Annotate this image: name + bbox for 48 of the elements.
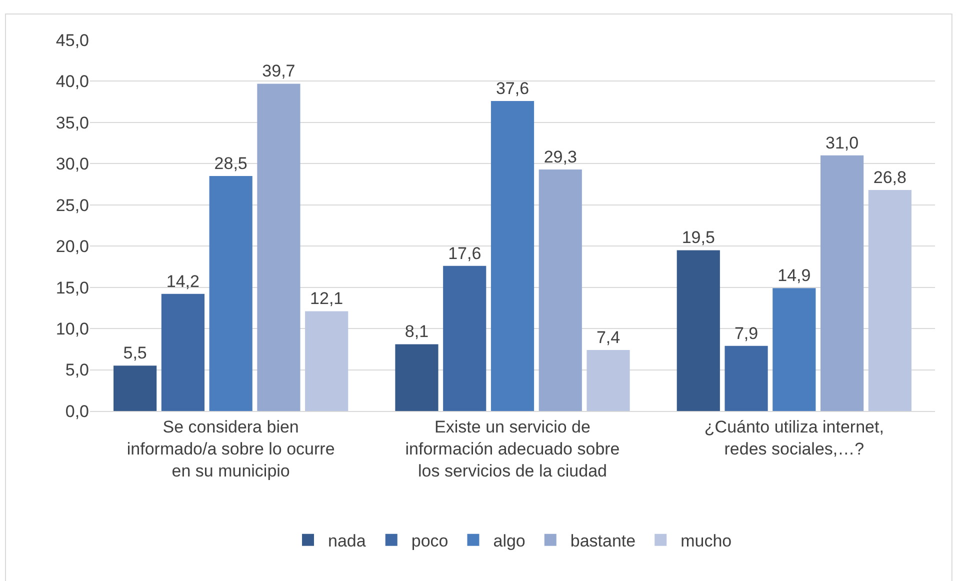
data-label: 8,1	[404, 322, 429, 342]
bar	[676, 250, 720, 411]
y-tick-label: 30,0	[56, 154, 89, 174]
data-label: 39,7	[262, 62, 296, 81]
y-tick-label: 45,0	[56, 30, 89, 50]
y-tick-label: 25,0	[56, 196, 89, 215]
data-label: 17,6	[448, 244, 482, 263]
legend-label: nada	[328, 531, 366, 550]
bar	[772, 288, 816, 411]
y-tick-label: 15,0	[56, 278, 89, 298]
bar	[114, 366, 157, 411]
x-tick-label: ¿Cuánto utiliza internet, redes sociales,…?	[704, 417, 884, 458]
data-label: 28,5	[214, 154, 248, 174]
y-tick-label: 35,0	[56, 113, 89, 132]
bar	[257, 84, 300, 411]
data-label: 31,0	[826, 133, 859, 152]
bar	[395, 344, 438, 411]
bar	[538, 169, 582, 411]
y-tick-label: 0,0	[65, 402, 89, 421]
bar	[161, 294, 204, 411]
data-label: 29,3	[544, 147, 577, 166]
data-label: 7,4	[596, 328, 620, 347]
y-tick-label: 10,0	[56, 320, 89, 339]
data-label: 12,1	[310, 289, 344, 308]
data-label: 5,5	[123, 344, 147, 363]
bar	[305, 311, 348, 411]
y-tick-label: 20,0	[56, 237, 89, 256]
bar	[868, 190, 912, 411]
data-label: 37,6	[496, 79, 530, 98]
bar	[443, 266, 486, 411]
data-label: 7,9	[734, 324, 758, 343]
y-tick-label: 5,0	[65, 360, 89, 380]
data-label: 14,9	[778, 266, 811, 286]
bar	[586, 350, 630, 411]
data-label: 14,2	[166, 272, 200, 291]
legend-label: mucho	[680, 531, 732, 550]
bar	[724, 346, 768, 411]
bar	[209, 176, 252, 411]
legend-label: poco	[411, 531, 448, 550]
x-tick-label: Existe un servicio de información adecuado sobre los servicios de la ciudad	[405, 417, 620, 481]
data-label: 19,5	[682, 228, 715, 248]
x-tick-label: Se considera bien informado/a sobre lo ocurre en su municipio	[126, 417, 335, 481]
bar	[490, 101, 534, 411]
bar	[820, 155, 864, 411]
legend-label: bastante	[570, 531, 636, 550]
data-label: 26,8	[873, 168, 906, 188]
legend-label: algo	[493, 531, 526, 550]
y-tick-label: 40,0	[56, 72, 89, 92]
